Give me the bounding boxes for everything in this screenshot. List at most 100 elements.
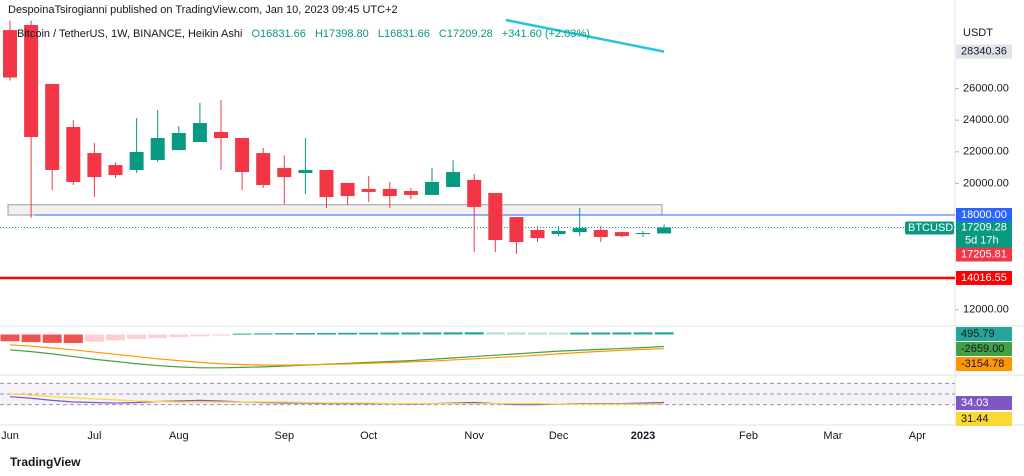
candle-body <box>214 132 228 139</box>
indicator-label: 495.79 <box>961 328 995 340</box>
macd-histogram-bar <box>148 334 168 339</box>
candle-body <box>530 230 545 239</box>
candle-body <box>425 181 439 195</box>
symbol-tag-box <box>905 221 954 235</box>
candle-body <box>382 188 397 197</box>
candle-body <box>66 126 81 182</box>
level-label-box <box>956 270 1012 285</box>
current-price-box <box>956 221 1012 248</box>
macd-histogram-bar <box>401 332 421 335</box>
candle-body <box>551 230 566 234</box>
x-tick-label: Nov <box>464 430 484 442</box>
candle-body <box>129 151 144 170</box>
macd-histogram-bar <box>654 332 674 335</box>
candle-body <box>403 190 418 195</box>
indicator-label-box <box>956 342 1012 356</box>
candle-body <box>636 233 650 235</box>
level-label: 18000.00 <box>961 209 1007 221</box>
ohlc-open: O16831.66 <box>251 28 306 40</box>
macd-histogram-bar <box>359 332 379 335</box>
macd-histogram-bar <box>42 334 62 343</box>
indicator-label: 34.03 <box>961 397 989 409</box>
level-label: 14016.55 <box>961 272 1007 284</box>
macd-histogram-bar <box>295 333 315 335</box>
macd-line <box>9 344 665 366</box>
change: +341.60 (+2.03%) <box>501 28 590 40</box>
macd-histogram-bar <box>528 332 547 335</box>
brand[interactable]: TradingView <box>10 455 81 469</box>
x-tick-label: Jun <box>1 430 19 442</box>
candle-body <box>3 30 17 78</box>
x-tick-label: Mar <box>823 430 842 442</box>
x-tick-label: 2023 <box>631 430 655 442</box>
macd-histogram-bar <box>549 332 569 335</box>
ohlc-close: C17209.28 <box>438 28 493 40</box>
macd-histogram-bar <box>612 332 632 335</box>
candle-body <box>256 153 271 185</box>
indicator-label-box <box>956 396 1012 410</box>
macd-histogram-bar <box>84 334 104 342</box>
candle-body <box>298 169 313 173</box>
candle-body <box>446 172 461 188</box>
publisher-line: DespoinaTsirogianni published on Trading… <box>8 4 398 16</box>
macd-histogram-bar <box>633 332 653 335</box>
indicator-label: -2659.00 <box>961 343 1004 355</box>
macd-histogram-bar <box>232 333 252 335</box>
x-tick-label: Oct <box>360 430 377 442</box>
candle-body <box>192 123 207 142</box>
macd-histogram-bar <box>127 334 147 339</box>
level-label-box <box>956 208 1012 223</box>
price-label-box <box>956 247 1012 262</box>
x-tick-label: Sep <box>275 430 295 442</box>
macd-histogram-bar <box>591 332 611 335</box>
candle-body <box>361 188 376 192</box>
currency-label: USDT <box>963 27 993 39</box>
indicator-label-box <box>956 327 1012 341</box>
indicator-label-box <box>956 357 1012 371</box>
y-tick-label: 24000.00 <box>963 114 1009 126</box>
candle-body <box>24 24 39 137</box>
candle-body <box>657 227 672 234</box>
candle-body <box>150 138 165 161</box>
indicator-label-box <box>956 412 1012 426</box>
x-tick-label: Dec <box>549 430 569 442</box>
macd-histogram-bar <box>0 334 20 342</box>
candle-body <box>340 182 355 197</box>
candle-body <box>45 84 60 170</box>
legend: Bitcoin / TetherUS, 1W, BINANCE, Heikin … <box>17 28 596 40</box>
x-tick-label: Feb <box>739 430 758 442</box>
candle-body <box>488 193 503 240</box>
macd-histogram-bar <box>274 333 294 335</box>
macd-histogram-bar <box>190 334 210 337</box>
candle-body <box>509 217 524 243</box>
macd-histogram-bar <box>253 333 273 335</box>
price-label: 17205.81 <box>961 248 1007 260</box>
indicator-label: 31.44 <box>961 413 989 425</box>
macd-histogram-bar <box>63 334 83 344</box>
current-price: 17209.28 <box>961 221 1007 233</box>
candle-body <box>593 230 608 237</box>
macd-histogram-bar <box>317 332 336 335</box>
macd-histogram-bar <box>570 332 590 335</box>
candle-body <box>235 138 250 173</box>
x-tick-label: Aug <box>169 430 189 442</box>
indicator-label: -3154.78 <box>961 358 1004 370</box>
macd-histogram-bar <box>443 332 463 335</box>
macd-histogram-bar <box>506 332 526 335</box>
trendline-label-box <box>956 44 1012 59</box>
symbol-title: Bitcoin / TetherUS, 1W, BINANCE, Heikin … <box>17 28 243 40</box>
macd-histogram-bar <box>169 334 189 338</box>
candle-body <box>171 132 186 151</box>
candle-body <box>108 165 123 176</box>
support-zone <box>7 204 663 216</box>
macd-histogram-bar <box>464 332 484 335</box>
candle-body <box>614 232 629 237</box>
candle-body <box>277 168 292 178</box>
y-tick-label: 26000.00 <box>963 82 1009 94</box>
x-tick-label: Apr <box>909 430 926 442</box>
macd-histogram-bar <box>338 332 358 335</box>
y-tick-label: 12000.00 <box>963 304 1009 316</box>
candle-body <box>319 169 334 197</box>
